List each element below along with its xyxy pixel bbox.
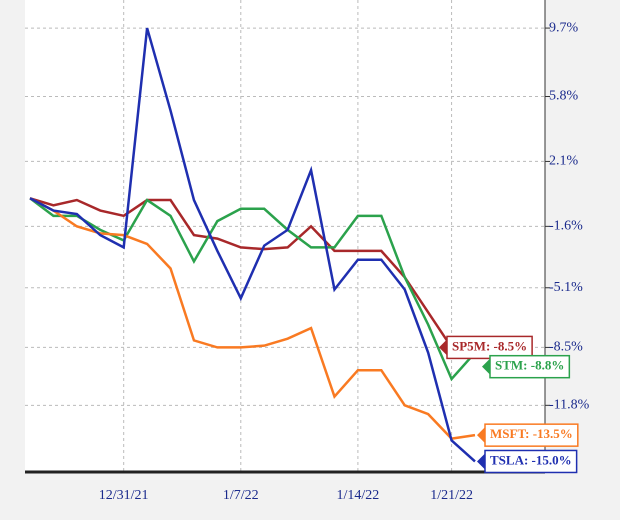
end-label: TSLA: -15.0% xyxy=(477,449,578,474)
x-tick-label: 1/14/22 xyxy=(337,488,380,503)
end-label-pointer xyxy=(477,427,485,444)
x-tick-label: 1/7/22 xyxy=(223,488,259,503)
y-tick-label: -5.1% xyxy=(549,280,583,295)
x-tick-label: 12/31/21 xyxy=(99,488,149,503)
y-tick-label: 9.7% xyxy=(549,20,579,35)
y-tick-label: 2.1% xyxy=(549,154,579,169)
series-line xyxy=(29,197,475,349)
end-label: MSFT: -13.5% xyxy=(477,423,579,447)
end-label-pointer xyxy=(439,339,447,356)
y-tick-label: -1.6% xyxy=(549,219,583,234)
series-line xyxy=(29,27,476,463)
series-line xyxy=(29,197,476,440)
end-label: SP5M: -8.5% xyxy=(439,335,533,360)
y-tick-label: 5.8% xyxy=(549,89,579,104)
end-label-pointer xyxy=(477,453,485,470)
end-label-text: MSFT: -13.5% xyxy=(490,426,573,441)
x-tick-label: 1/21/22 xyxy=(430,488,473,503)
y-tick-label: -11.8% xyxy=(549,398,590,413)
end-label-text: TSLA: -15.0% xyxy=(490,452,572,467)
y-tick-label: -8.5% xyxy=(549,340,583,355)
end-label-text: STM: -8.8% xyxy=(495,358,564,373)
end-label-text: SP5M: -8.5% xyxy=(452,338,527,353)
series-line xyxy=(29,197,476,382)
end-label: STM: -8.8% xyxy=(482,354,571,379)
end-label-pointer xyxy=(482,358,490,375)
